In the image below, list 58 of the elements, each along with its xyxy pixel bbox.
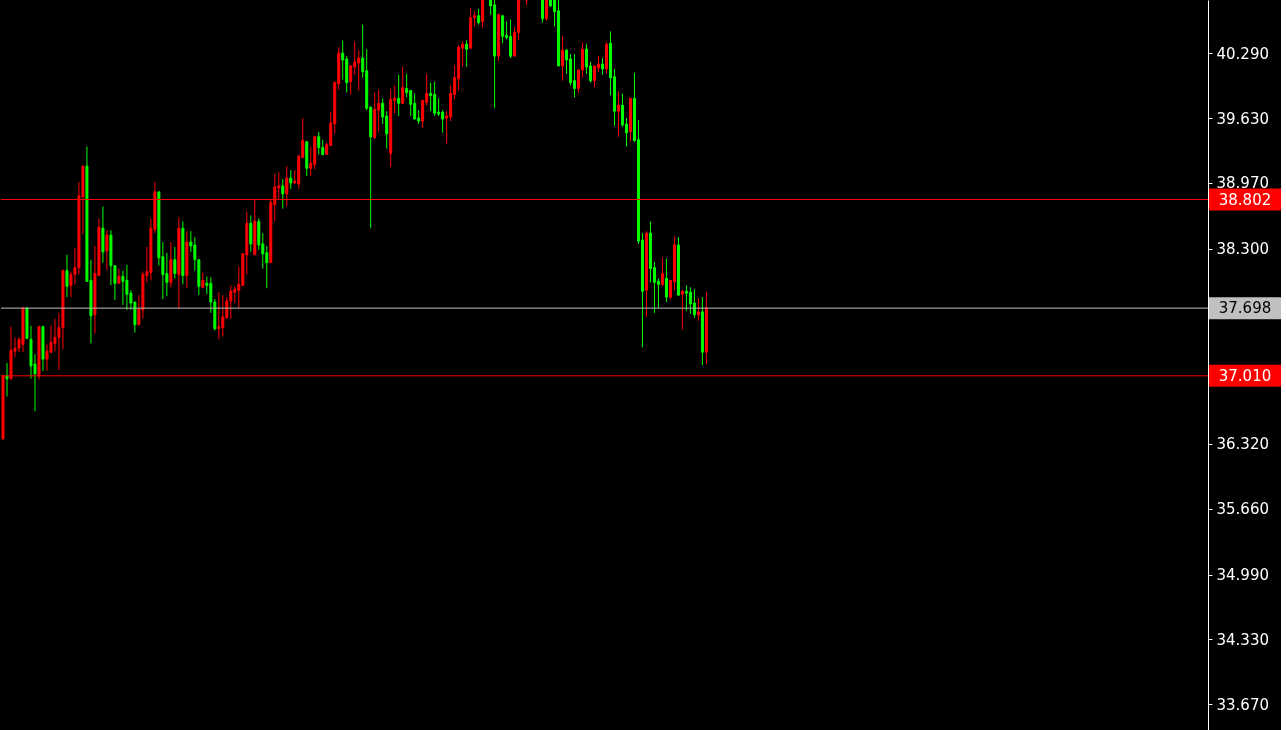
y-tick-label: 35.660 bbox=[1216, 500, 1269, 519]
candlestick bbox=[341, 39, 345, 81]
y-tick-label: 40.290 bbox=[1216, 44, 1269, 63]
candlestick bbox=[465, 39, 469, 68]
candlestick bbox=[429, 82, 433, 112]
candlestick bbox=[696, 297, 700, 322]
candlestick bbox=[397, 74, 401, 117]
y-tick-label: 33.670 bbox=[1216, 695, 1269, 714]
candlestick bbox=[289, 169, 293, 190]
candlestick bbox=[169, 241, 173, 288]
ref-line-label: 37.698 bbox=[1218, 299, 1272, 318]
y-tick-label: 38.300 bbox=[1216, 240, 1269, 259]
y-tick-label: 38.970 bbox=[1216, 174, 1269, 193]
candlestick bbox=[541, 0, 545, 24]
candlestick bbox=[401, 66, 405, 104]
candlestick bbox=[45, 343, 49, 372]
candlestick bbox=[593, 65, 597, 89]
candlestick bbox=[569, 53, 573, 87]
candlestick bbox=[345, 55, 349, 93]
candlestick bbox=[413, 92, 417, 120]
candlestick bbox=[317, 131, 321, 155]
candlestick bbox=[433, 81, 437, 117]
y-tick-label: 34.330 bbox=[1216, 630, 1269, 649]
candlestick bbox=[117, 268, 121, 284]
candlestick bbox=[688, 286, 692, 315]
candlestick bbox=[229, 284, 233, 320]
candlestick bbox=[545, 0, 549, 22]
candlestick bbox=[684, 284, 688, 312]
candlestick bbox=[501, 15, 505, 44]
candlestick bbox=[616, 91, 620, 138]
ref-line-label: 38.802 bbox=[1218, 190, 1272, 209]
candlestick bbox=[680, 289, 684, 331]
candlestick bbox=[173, 246, 177, 279]
y-tick-label: 34.990 bbox=[1216, 566, 1269, 585]
candlestick bbox=[5, 362, 9, 397]
candlestick bbox=[357, 49, 361, 92]
candlestick bbox=[125, 264, 129, 311]
candlestick bbox=[664, 258, 668, 303]
y-tick-label: 36.320 bbox=[1216, 435, 1269, 454]
candlestick bbox=[101, 206, 105, 264]
candlestick bbox=[409, 90, 413, 117]
candlestick bbox=[257, 217, 261, 251]
candlestick bbox=[349, 64, 353, 95]
candlestick bbox=[573, 53, 577, 98]
y-tick-label: 39.630 bbox=[1216, 109, 1269, 128]
candlestick bbox=[65, 254, 69, 298]
candlestick bbox=[509, 19, 513, 59]
candlestick bbox=[281, 178, 285, 210]
candlestick bbox=[561, 35, 565, 82]
candlestick bbox=[481, 0, 485, 29]
candlestick bbox=[221, 294, 225, 337]
candlestick bbox=[441, 109, 445, 134]
candlestick bbox=[660, 257, 664, 287]
ref-line-label: 37.010 bbox=[1218, 366, 1272, 385]
candlestick bbox=[265, 245, 269, 289]
candlestick bbox=[249, 214, 253, 253]
candlestick bbox=[217, 291, 221, 340]
candlestick bbox=[105, 229, 109, 272]
